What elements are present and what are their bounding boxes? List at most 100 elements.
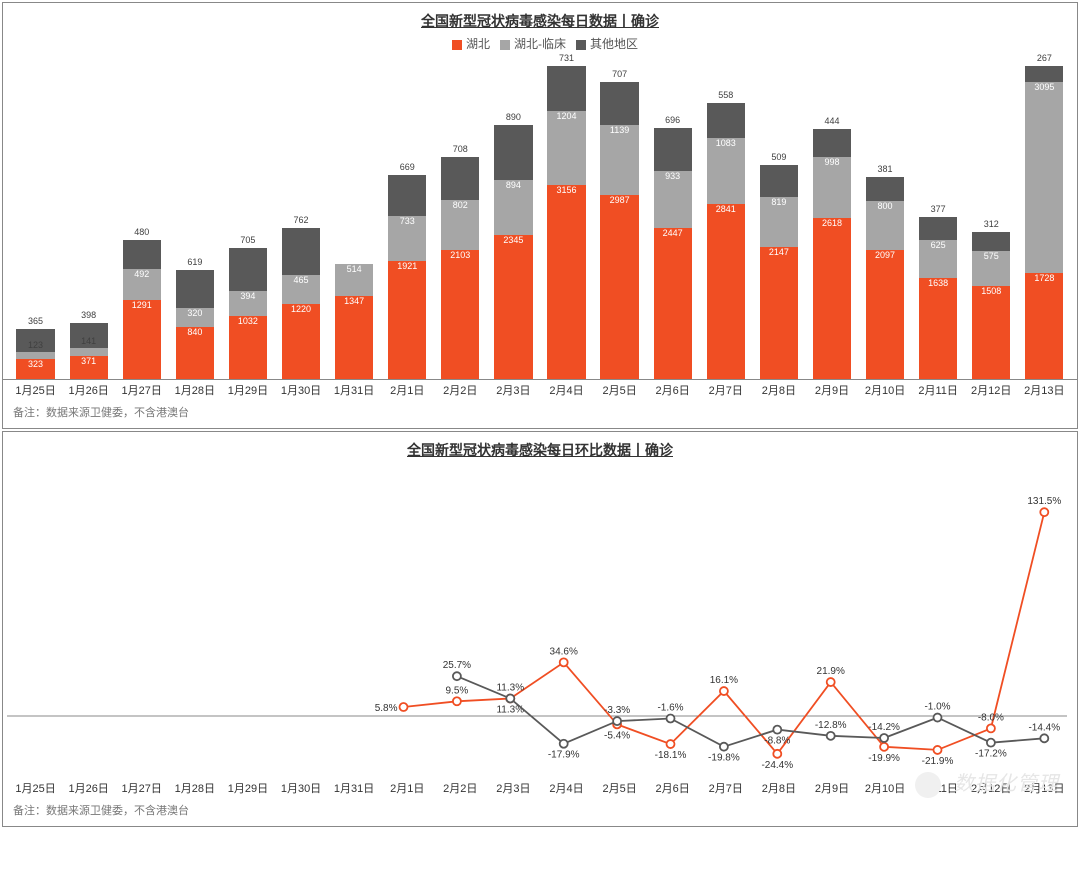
- bar-value-label: 365: [16, 317, 54, 326]
- bar-segment-hubei: 1728: [1025, 273, 1063, 379]
- bar-segment-hubei_clinical: 3095: [1025, 82, 1063, 272]
- x-tick-label: 2月10日: [859, 780, 912, 796]
- bar-segment-hubei_clinical: 1083: [707, 138, 745, 205]
- series-marker-orange: [934, 746, 942, 754]
- bar-value-label: 708: [441, 145, 479, 154]
- series-marker-orange: [453, 697, 461, 705]
- bar-column: 7053941032: [221, 248, 274, 379]
- bar-segment-other: 377: [919, 217, 957, 240]
- series-marker-orange: [667, 740, 675, 748]
- bar-column: 5098192147: [752, 165, 805, 379]
- legend-swatch: [500, 40, 510, 50]
- bar-value-label: 2618: [813, 219, 851, 228]
- bar-value-label: 840: [176, 328, 214, 337]
- bar-value-label: 2097: [866, 251, 904, 260]
- x-tick-label: 1月25日: [9, 780, 62, 796]
- bar-segment-other: 707: [600, 82, 638, 126]
- bar-segment-other: 619: [176, 270, 214, 308]
- bar-value-label: 2987: [600, 196, 638, 205]
- x-tick-label: 1月28日: [168, 780, 221, 796]
- bar-value-label: 731: [547, 54, 585, 63]
- series-marker-black: [720, 743, 728, 751]
- series-value-label: 9.5%: [446, 685, 469, 696]
- x-tick-label: 1月31日: [328, 382, 381, 398]
- x-tick-label: 2月8日: [752, 780, 805, 796]
- bar-value-label: 1139: [600, 126, 638, 135]
- bar-column: 365123323: [9, 329, 62, 379]
- bar-value-label: 762: [282, 216, 320, 225]
- bar-chart-footnote: 备注：数据来源卫健委，不含港澳台: [3, 398, 1077, 428]
- bar-column: 3125751508: [965, 232, 1018, 379]
- x-tick-label: 2月3日: [487, 382, 540, 398]
- series-marker-black: [934, 714, 942, 722]
- bar-segment-other: 480: [123, 240, 161, 270]
- series-line-orange: [404, 512, 1045, 754]
- x-tick-label: 2月7日: [699, 382, 752, 398]
- bar-segment-other: 558: [707, 103, 745, 137]
- series-value-label: 21.9%: [817, 666, 845, 677]
- bar-column: 8908942345: [487, 125, 540, 379]
- bar-segment-hubei: 1638: [919, 278, 957, 379]
- bar-segment-other: 705: [229, 248, 267, 291]
- x-tick-label: 2月6日: [646, 382, 699, 398]
- bar-column: 480492 1291: [115, 240, 168, 379]
- x-tick-label: 1月26日: [62, 382, 115, 398]
- bar-segment-other: 708: [441, 157, 479, 201]
- bar-chart-title: 全国新型冠状病毒感染每日数据丨确诊: [3, 3, 1077, 31]
- x-tick-label: 2月12日: [965, 382, 1018, 398]
- line-chart-title: 全国新型冠状病毒感染每日环比数据丨确诊: [3, 432, 1077, 460]
- series-marker-orange: [720, 687, 728, 695]
- bar-value-label: 998: [813, 158, 851, 167]
- series-value-label: -12.8%: [815, 720, 847, 731]
- bar-value-label: 3095: [1025, 83, 1063, 92]
- bar-value-label: 2103: [441, 251, 479, 260]
- bar-segment-hubei_clinical: 492: [123, 269, 161, 299]
- bar-segment-other: 696: [654, 128, 692, 171]
- bar-segment-other: 669: [388, 175, 426, 216]
- bar-column: 398141371: [62, 323, 115, 379]
- bar-column: 3818002097: [859, 177, 912, 379]
- x-tick-label: 2月5日: [593, 780, 646, 796]
- bar-column: 7071139 2987: [593, 82, 646, 379]
- bar-segment-hubei_clinical: 320: [176, 308, 214, 328]
- bar-value-label: 1921: [388, 262, 426, 271]
- series-marker-black: [1040, 734, 1048, 742]
- bar-segment-hubei: 1220: [282, 304, 320, 379]
- bar-segment-hubei_clinical: 625: [919, 240, 957, 278]
- bar-segment-other: 762: [282, 228, 320, 275]
- bar-value-label: 2345: [494, 236, 532, 245]
- series-marker-black: [560, 740, 568, 748]
- bar-segment-hubei_clinical: 465: [282, 275, 320, 304]
- bar-segment-hubei_clinical: 1139: [600, 125, 638, 195]
- series-marker-orange: [400, 703, 408, 711]
- bar-value-label: 705: [229, 236, 267, 245]
- bar-value-label: 1220: [282, 305, 320, 314]
- bar-value-label: 1291: [123, 301, 161, 310]
- bar-value-label: 2147: [760, 248, 798, 257]
- bar-value-label: 819: [760, 198, 798, 207]
- bar-value-label: 1347: [335, 297, 373, 306]
- series-value-label: -14.2%: [868, 722, 900, 733]
- bar-segment-other: 444: [813, 129, 851, 156]
- series-value-label: 131.5%: [1027, 496, 1061, 507]
- bar-column: 55810832841: [699, 103, 752, 379]
- bar-value-label: 465: [282, 276, 320, 285]
- bar-segment-hubei_clinical: 894: [494, 180, 532, 235]
- x-tick-label: 2月2日: [434, 780, 487, 796]
- series-value-label: -14.4%: [1028, 722, 1060, 733]
- x-tick-label: 2月11日: [912, 780, 965, 796]
- bar-value-label: 381: [866, 165, 904, 174]
- series-marker-orange: [773, 750, 781, 758]
- bar-chart-x-axis: 1月25日1月26日1月27日1月28日1月29日1月30日1月31日2月1日2…: [3, 380, 1077, 398]
- bar-segment-hubei_clinical: 123: [16, 352, 54, 360]
- bar-segment-hubei: 1291: [123, 300, 161, 379]
- bar-column: 708802 2103: [434, 157, 487, 379]
- series-value-label: -3.3%: [604, 705, 630, 716]
- bar-value-label: 141: [70, 337, 108, 346]
- bar-segment-hubei_clinical: 394: [229, 291, 267, 315]
- bar-segment-hubei_clinical: 733: [388, 216, 426, 261]
- bar-value-label: 1638: [919, 279, 957, 288]
- series-value-label: 5.8%: [375, 703, 398, 714]
- bar-segment-hubei: 2345: [494, 235, 532, 379]
- bar-value-label: 802: [441, 201, 479, 210]
